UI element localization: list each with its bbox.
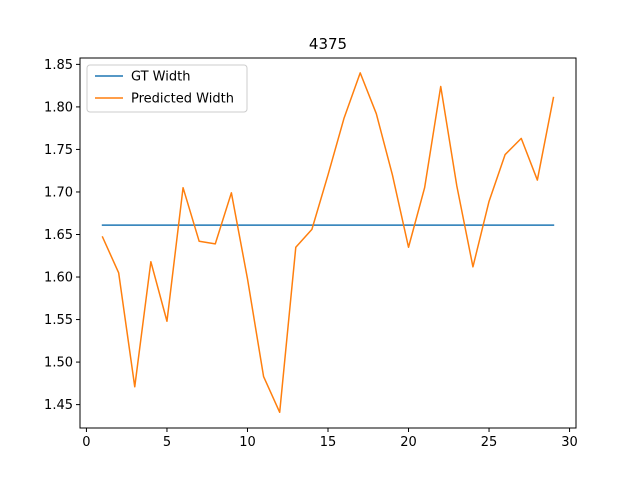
x-tick-label: 5 — [163, 435, 171, 450]
y-tick-label: 1.45 — [44, 398, 73, 413]
legend-label: GT Width — [131, 70, 190, 85]
legend-box — [86, 64, 248, 113]
y-tick-label: 1.50 — [44, 356, 73, 371]
y-tick-label: 1.85 — [44, 58, 73, 73]
x-tick-label: 30 — [561, 435, 578, 450]
x-tick-label: 10 — [239, 435, 256, 450]
x-axis: 0 5 10 15 20 25 30 — [82, 428, 578, 450]
x-tick-label: 0 — [82, 435, 90, 450]
x-tick-label: 20 — [400, 435, 417, 450]
legend-label: Predicted Width — [131, 92, 234, 107]
series-layer — [101, 72, 555, 414]
x-tick-label: 25 — [481, 435, 498, 450]
legend: GT Width Predicted Width — [86, 64, 248, 113]
y-tick-label: 1.65 — [44, 228, 73, 243]
y-axis: 1.45 1.50 1.55 1.60 1.65 1.70 1.75 1.80 1.85 — [44, 58, 80, 413]
y-tick-label: 1.70 — [44, 185, 73, 200]
x-tick-label: 15 — [320, 435, 337, 450]
y-tick-label: 1.80 — [44, 100, 73, 115]
y-tick-label: 1.55 — [44, 313, 73, 328]
chart-title: 4375 — [309, 35, 347, 53]
series-line-predicted-width — [101, 72, 555, 414]
y-tick-label: 1.75 — [44, 143, 73, 158]
y-tick-label: 1.60 — [44, 271, 73, 286]
plot-background — [80, 58, 576, 428]
